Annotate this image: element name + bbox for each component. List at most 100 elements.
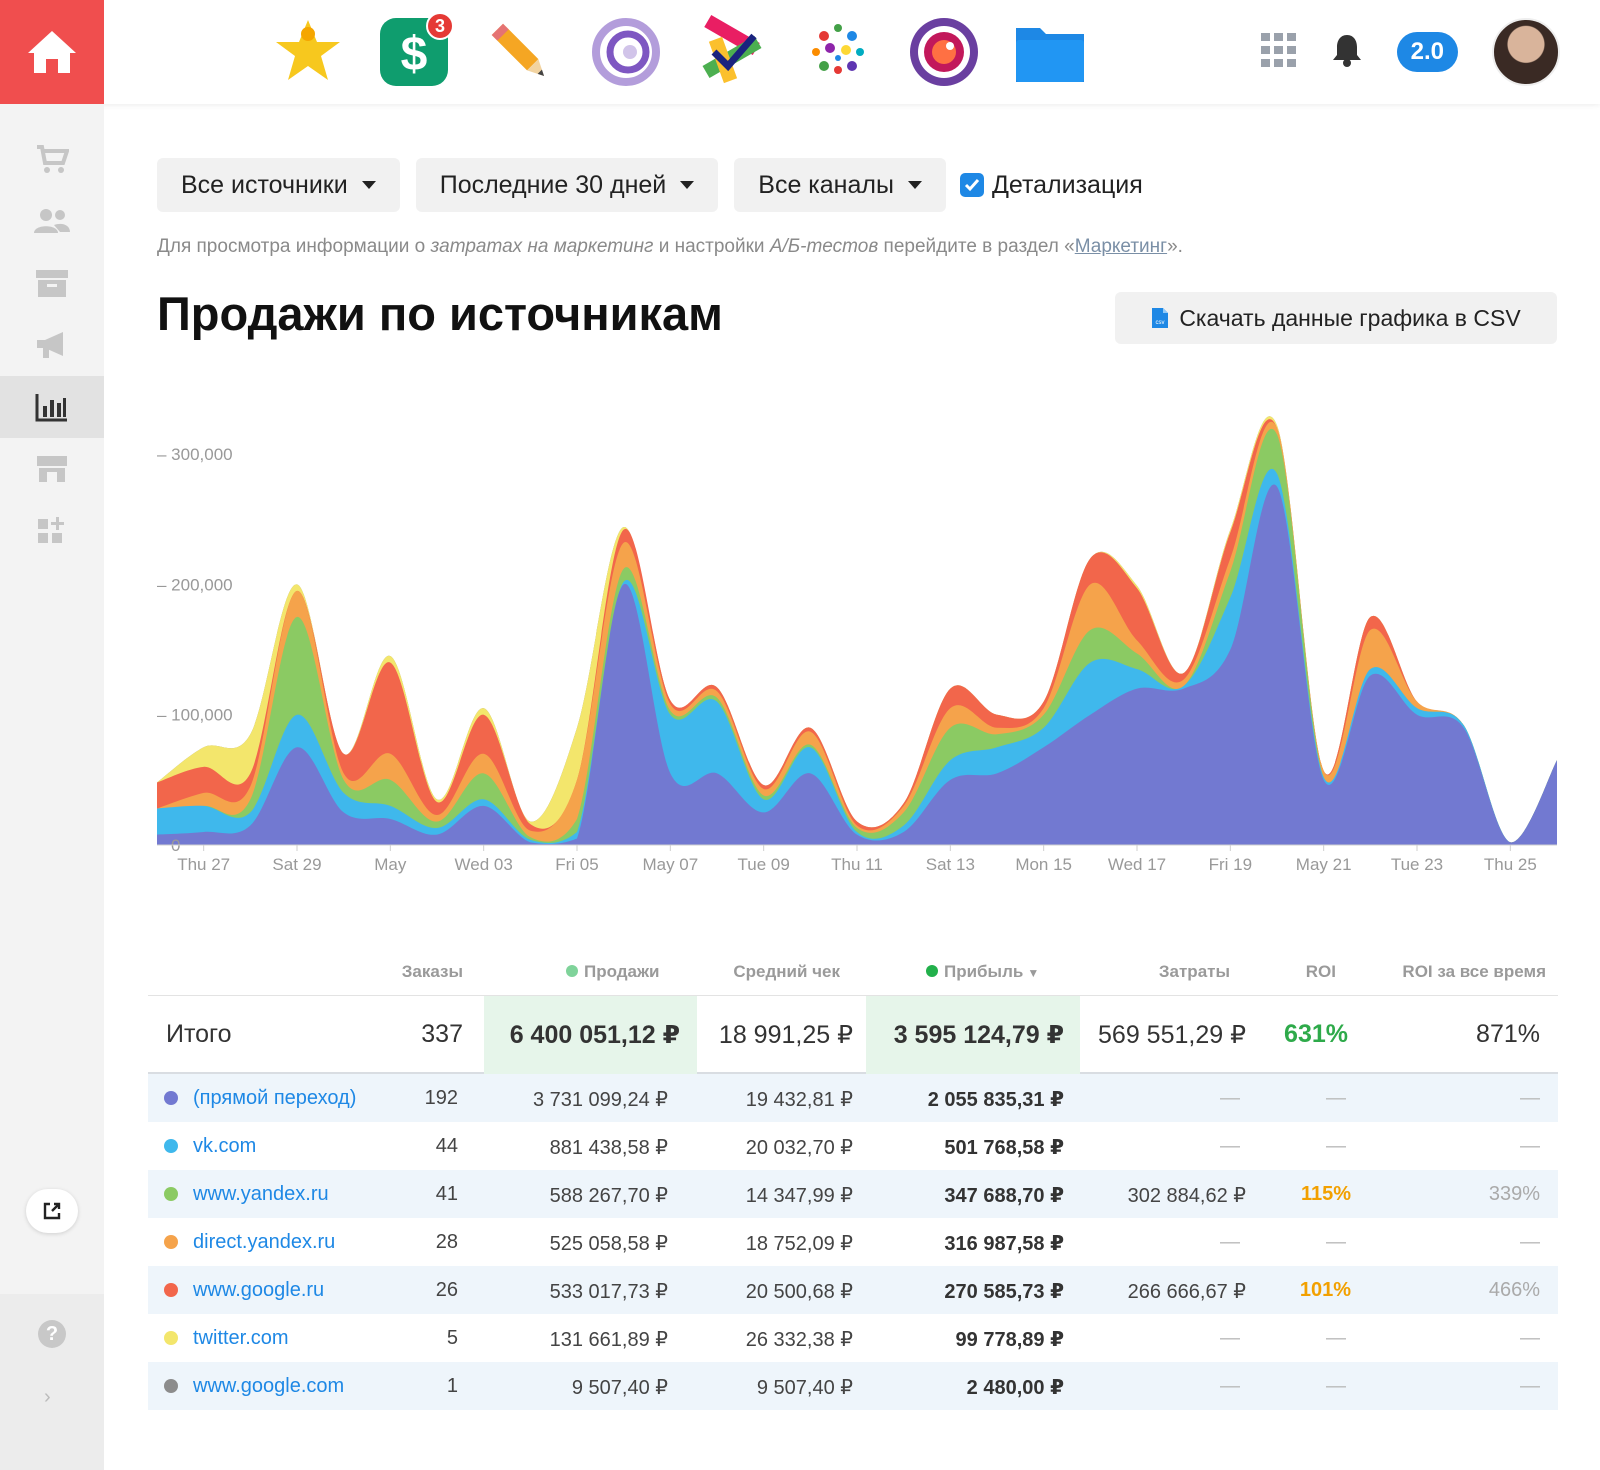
source-name[interactable]: www.google.ru	[193, 1279, 325, 1301]
info-text-part: Для просмотра информации о	[157, 236, 431, 257]
sources-dropdown-label: Все источники	[181, 170, 348, 199]
table-header: Заказы Продажи Средний чек Прибыль ▼ Затр…	[148, 950, 1558, 996]
sales-cell: 533 017,73 ₽	[549, 1281, 668, 1303]
sources-dropdown[interactable]: Все источники	[157, 158, 400, 212]
col-profit[interactable]: Прибыль ▼	[926, 962, 1039, 982]
area-series-0[interactable]	[157, 484, 1557, 845]
caret-down-icon	[680, 181, 695, 189]
users-icon	[34, 209, 70, 233]
roi-cell: —	[1326, 1375, 1346, 1397]
profit-cell: 2 480,00 ₽	[966, 1377, 1064, 1399]
notification-badge: 3	[426, 12, 454, 40]
roi-cell: —	[1326, 1231, 1346, 1253]
sales-cell: 588 267,70 ₽	[549, 1185, 668, 1207]
col-sales[interactable]: Продажи	[566, 962, 660, 982]
bell-icon[interactable]	[1331, 33, 1363, 72]
user-avatar[interactable]	[1492, 18, 1560, 86]
sidebar-item-products[interactable]	[0, 252, 104, 314]
colorful-dots-app-icon[interactable]	[800, 14, 876, 90]
money-app-icon[interactable]: $ 3	[376, 12, 454, 90]
camera-lens-app-icon[interactable]	[906, 14, 982, 90]
source-name[interactable]: www.yandex.ru	[193, 1183, 329, 1205]
source-name[interactable]: www.google.com	[193, 1375, 345, 1397]
avg-cell: 20 500,68 ₽	[745, 1281, 853, 1303]
table-row[interactable]: twitter.com 5 131 661,89 ₽ 26 332,38 ₽ 9…	[148, 1314, 1558, 1362]
megaphone-icon	[37, 332, 63, 358]
col-costs[interactable]: Затраты	[1158, 962, 1230, 981]
marketing-link[interactable]: Маркетинг	[1074, 236, 1168, 257]
sources-table: Заказы Продажи Средний чек Прибыль ▼ Затр…	[148, 950, 1558, 1410]
source-name[interactable]: twitter.com	[193, 1327, 289, 1349]
table-row[interactable]: www.google.ru 26 533 017,73 ₽ 20 500,68 …	[148, 1266, 1558, 1314]
col-orders[interactable]: Заказы	[401, 962, 463, 981]
x-tick-label: Tue 23	[1391, 855, 1443, 874]
period-dropdown-label: Последние 30 дней	[439, 170, 667, 199]
detail-checkbox[interactable]	[959, 173, 984, 197]
roi-cell: —	[1326, 1087, 1346, 1109]
sidebar-item-store[interactable]	[0, 438, 104, 500]
sales-area-chart: 0– 100,000– 200,000– 300,000 Thu 27 Sat 29…	[157, 375, 1557, 895]
sidebar: ? ›	[0, 104, 104, 1470]
x-tick-label: May	[374, 855, 407, 874]
page-title: Продажи по источникам	[157, 287, 723, 340]
spiral-app-icon[interactable]	[588, 14, 664, 90]
sidebar-item-plugins[interactable]	[0, 500, 104, 562]
storefront-icon	[37, 456, 67, 482]
profit-cell: 2 055 835,31 ₽	[927, 1089, 1064, 1111]
detail-toggle[interactable]: Детализация	[959, 171, 1143, 200]
total-label: Итого	[166, 1020, 232, 1048]
sales-cell: 3 731 099,24 ₽	[532, 1089, 668, 1111]
col-avg[interactable]: Средний чек	[733, 962, 840, 981]
version-badge[interactable]: 2.0	[1396, 32, 1458, 72]
col-roi[interactable]: ROI	[1305, 962, 1336, 981]
help-icon[interactable]: ?	[38, 1320, 66, 1348]
pencil-app-icon[interactable]	[482, 14, 558, 90]
star-app-icon[interactable]	[270, 14, 346, 90]
orders-cell: 192	[424, 1087, 458, 1109]
col-sales-label: Продажи	[584, 962, 660, 981]
table-row[interactable]: direct.yandex.ru 28 525 058,58 ₽ 18 752,…	[148, 1218, 1558, 1266]
col-roi-all[interactable]: ROI за все время	[1402, 962, 1546, 981]
source-color-dot	[164, 1139, 178, 1153]
costs-cell: —	[1220, 1327, 1240, 1349]
source-color-dot	[164, 1091, 178, 1105]
avg-cell: 14 347,99 ₽	[745, 1185, 853, 1207]
table-row[interactable]: www.google.com 1 9 507,40 ₽ 9 507,40 ₽ 2…	[148, 1362, 1558, 1410]
checkmark-app-icon[interactable]	[694, 14, 770, 90]
sales-highlight	[484, 996, 697, 1074]
apps-grid-icon[interactable]	[1260, 32, 1297, 72]
x-tick-label: Fri 19	[1209, 855, 1252, 874]
orders-cell: 41	[435, 1183, 458, 1205]
channels-dropdown[interactable]: Все каналы	[734, 158, 946, 212]
sidebar-item-customers[interactable]	[0, 190, 104, 252]
table-row[interactable]: (прямой переход) 192 3 731 099,24 ₽ 19 4…	[148, 1074, 1558, 1122]
sidebar-item-marketing[interactable]	[0, 314, 104, 376]
x-tick-label: Thu 25	[1484, 855, 1537, 874]
channels-dropdown-label: Все каналы	[758, 170, 894, 199]
sidebar-item-orders[interactable]	[0, 128, 104, 190]
source-name[interactable]: (прямой переход)	[193, 1087, 357, 1109]
x-tick-label: Tue 09	[738, 855, 790, 874]
period-dropdown[interactable]: Последние 30 дней	[415, 158, 719, 212]
folder-app-icon[interactable]	[1012, 14, 1088, 90]
table-row[interactable]: www.yandex.ru 41 588 267,70 ₽ 14 347,99 …	[148, 1170, 1558, 1218]
external-link-button[interactable]	[26, 1189, 78, 1233]
profit-cell: 316 987,58 ₽	[944, 1233, 1064, 1255]
sidebar-item-reports[interactable]	[0, 376, 104, 438]
download-csv-button[interactable]: csv Скачать данные графика в CSV	[1115, 292, 1557, 344]
caret-down-icon	[361, 181, 376, 189]
roi-all-cell: —	[1520, 1327, 1540, 1349]
costs-cell: —	[1220, 1375, 1240, 1397]
svg-text:csv: csv	[1156, 320, 1165, 326]
expand-chevron-icon[interactable]: ›	[44, 1386, 51, 1408]
source-name[interactable]: vk.com	[193, 1135, 257, 1157]
avg-cell: 18 752,09 ₽	[745, 1233, 853, 1255]
avg-cell: 9 507,40 ₽	[756, 1377, 853, 1399]
avg-cell: 20 032,70 ₽	[745, 1137, 853, 1159]
home-button[interactable]	[0, 0, 104, 104]
checkmark-icon	[964, 179, 980, 192]
table-row[interactable]: vk.com 44 881 438,58 ₽ 20 032,70 ₽ 501 7…	[148, 1122, 1558, 1170]
x-tick-label: May 21	[1296, 855, 1352, 874]
source-name[interactable]: direct.yandex.ru	[193, 1231, 336, 1253]
info-text-part: перейдите в раздел «	[878, 236, 1075, 257]
